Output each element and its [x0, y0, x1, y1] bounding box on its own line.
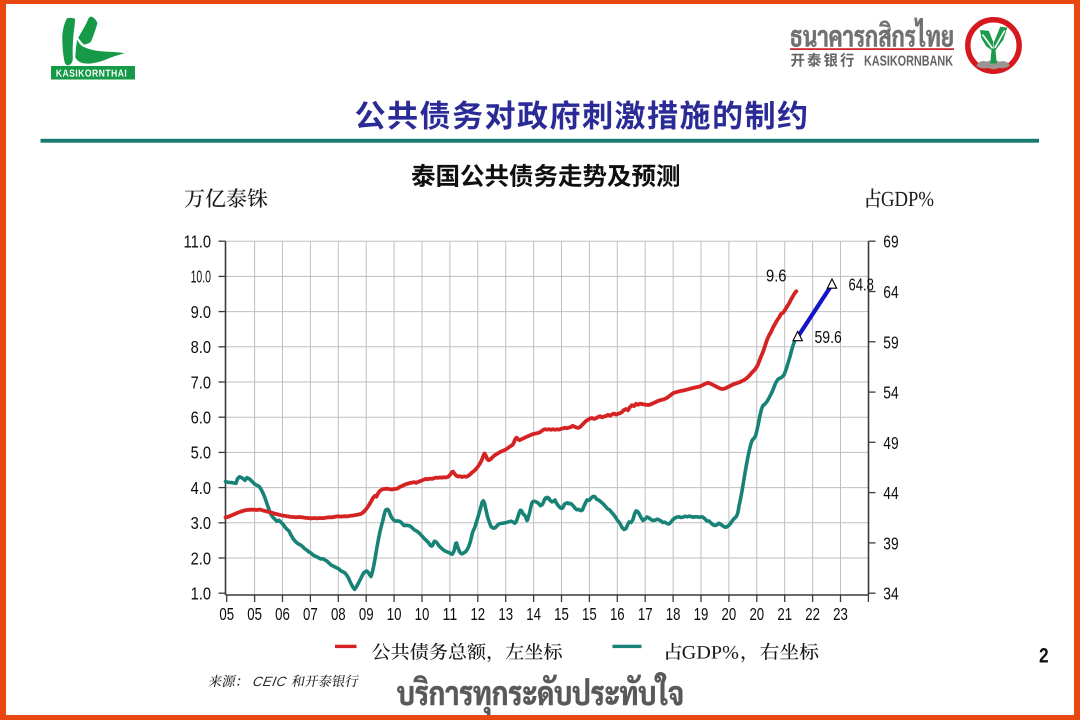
svg-text:10: 10 [415, 604, 430, 624]
svg-text:11.0: 11.0 [184, 232, 212, 252]
svg-text:8.0: 8.0 [191, 337, 211, 357]
svg-text:4.0: 4.0 [191, 478, 211, 498]
svg-text:69: 69 [883, 232, 898, 252]
svg-text:15: 15 [582, 604, 597, 624]
svg-text:5.0: 5.0 [191, 443, 211, 463]
svg-text:05: 05 [219, 604, 234, 624]
svg-text:6.0: 6.0 [191, 408, 211, 428]
svg-text:05: 05 [247, 604, 262, 624]
svg-text:16: 16 [610, 604, 625, 624]
svg-text:10.0: 10.0 [191, 267, 211, 287]
svg-text:13: 13 [498, 604, 513, 624]
svg-text:9.0: 9.0 [191, 302, 211, 322]
svg-text:08: 08 [331, 604, 346, 624]
svg-text:7.0: 7.0 [191, 372, 211, 392]
svg-text:20: 20 [722, 604, 737, 624]
svg-text:59: 59 [883, 332, 898, 352]
svg-text:49: 49 [883, 433, 898, 453]
svg-text:09: 09 [359, 604, 374, 624]
svg-text:23: 23 [833, 604, 848, 624]
svg-text:2.0: 2.0 [191, 548, 211, 568]
svg-text:22: 22 [805, 604, 820, 624]
svg-text:3.0: 3.0 [191, 513, 211, 533]
svg-text:20: 20 [749, 604, 764, 624]
svg-text:21: 21 [777, 604, 792, 624]
svg-text:06: 06 [275, 604, 290, 624]
svg-text:17: 17 [638, 604, 653, 624]
svg-text:15: 15 [554, 604, 569, 624]
svg-text:10: 10 [387, 604, 402, 624]
svg-text:59.6: 59.6 [815, 327, 842, 347]
svg-text:64: 64 [883, 282, 898, 302]
svg-text:19: 19 [694, 604, 709, 624]
svg-text:2: 2 [1039, 645, 1049, 668]
svg-text:18: 18 [666, 604, 681, 624]
svg-text:34: 34 [883, 584, 898, 604]
svg-text:54: 54 [883, 383, 898, 403]
svg-text:44: 44 [883, 483, 898, 503]
svg-text:1.0: 1.0 [191, 584, 211, 604]
svg-text:07: 07 [303, 604, 318, 624]
svg-text:9.6: 9.6 [766, 266, 787, 286]
svg-text:64.8: 64.8 [849, 275, 874, 295]
svg-text:39: 39 [883, 533, 898, 553]
svg-text:14: 14 [526, 604, 541, 624]
svg-text:12: 12 [470, 604, 485, 624]
svg-text:11: 11 [443, 604, 458, 624]
